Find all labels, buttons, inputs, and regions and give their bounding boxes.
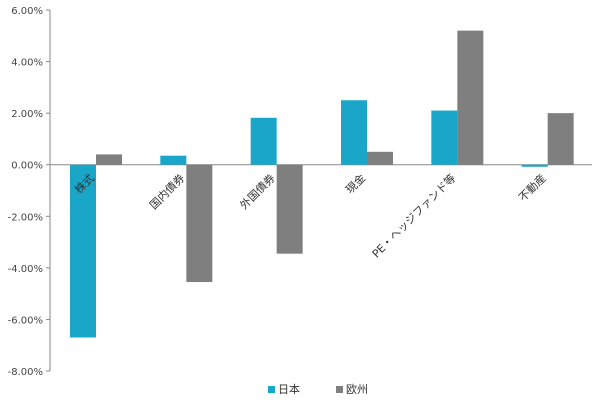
category-label: 不動産	[516, 171, 549, 204]
y-tick-label: -8.00%	[8, 367, 43, 378]
bar-europe	[186, 164, 213, 283]
bar-japan	[250, 117, 277, 165]
y-tick-label: 6.00%	[11, 6, 43, 17]
bar-europe	[96, 154, 122, 165]
bar-europe	[276, 164, 303, 254]
y-axis: 6.00% 4.00% 2.00% 0.00% -2.00% -4.00% -6.00% -8…	[8, 6, 592, 378]
y-tick-label: 2.00%	[11, 109, 43, 120]
y-tick-label: -6.00%	[8, 315, 43, 326]
bar-japan	[521, 164, 548, 167]
bar-europe	[547, 113, 574, 165]
bars	[70, 30, 574, 338]
bar-japan	[160, 155, 187, 165]
bar-japan	[70, 164, 96, 338]
category-label: 外国債券	[237, 171, 278, 212]
category-labels: 株式 国内債券 外国債券 現金 PE・ヘッジファンド等 不動産	[72, 171, 549, 261]
legend-label: 欧州	[346, 383, 368, 396]
y-tick-label: -2.00%	[8, 212, 43, 223]
legend: 日本 欧州	[268, 382, 368, 396]
category-label: PE・ヘッジファンド等	[369, 171, 459, 261]
category-label: 国内債券	[146, 171, 187, 212]
bar-europe	[457, 30, 484, 165]
legend-swatch	[268, 386, 275, 393]
y-tick-label: 0.00%	[11, 161, 43, 172]
legend-label: 日本	[278, 382, 300, 396]
category-label: 現金	[343, 171, 368, 196]
y-tick-label: -4.00%	[8, 264, 43, 275]
y-tick-label: 4.00%	[11, 58, 43, 69]
bar-europe	[367, 151, 393, 165]
legend-swatch	[336, 386, 343, 393]
bar-japan	[341, 100, 367, 165]
bar-japan	[431, 110, 458, 165]
